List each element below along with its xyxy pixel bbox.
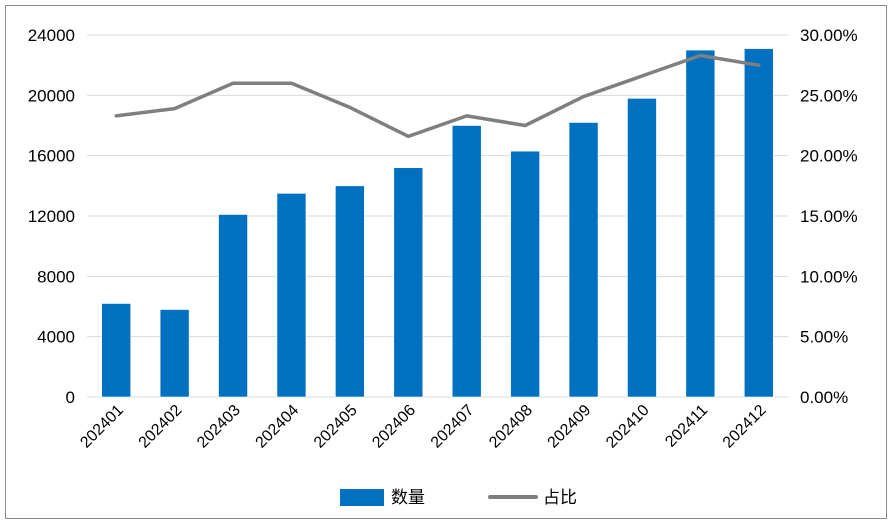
- bar: [335, 185, 365, 398]
- bar: [451, 125, 482, 398]
- bar-series: [101, 48, 774, 398]
- bar: [159, 309, 190, 398]
- x-tick-label: 202409: [545, 402, 595, 452]
- left-tick-label: 20000: [28, 86, 75, 105]
- left-tick-label: 0: [66, 388, 75, 407]
- x-tick-label: 202404: [253, 402, 303, 452]
- right-tick-label: 30.00%: [800, 26, 858, 45]
- left-tick-label: 8000: [37, 267, 75, 286]
- bar: [627, 98, 657, 398]
- x-tick-label: 202412: [720, 402, 770, 452]
- bar: [218, 214, 248, 398]
- x-tick-label: 202403: [194, 402, 244, 452]
- gridlines: [87, 34, 788, 398]
- legend-line-label: 占比: [543, 488, 577, 507]
- bar: [276, 193, 307, 398]
- right-tick-label: 10.00%: [800, 267, 858, 286]
- right-tick-label: 15.00%: [800, 207, 858, 226]
- left-tick-label: 16000: [28, 147, 75, 166]
- bar: [685, 49, 716, 398]
- legend-bar-swatch: [340, 489, 384, 506]
- bar: [568, 122, 599, 398]
- legend-bar-label: 数量: [391, 488, 425, 507]
- left-axis-ticks: 0 4000 8000 12000 16000 20000 24000: [28, 26, 75, 407]
- x-tick-label: 202401: [77, 402, 127, 452]
- x-tick-label: 202410: [603, 402, 653, 452]
- line-path: [114, 53, 761, 139]
- bar: [743, 48, 774, 398]
- right-tick-label: 5.00%: [800, 328, 848, 347]
- right-tick-label: 20.00%: [800, 147, 858, 166]
- x-tick-label: 202405: [311, 402, 361, 452]
- left-tick-label: 4000: [37, 328, 75, 347]
- bar: [510, 150, 540, 398]
- left-tick-label: 12000: [28, 207, 75, 226]
- left-tick-label: 24000: [28, 26, 75, 45]
- x-axis-ticks: 202401 202402 202403 202404 202405 202406 2024…: [77, 402, 769, 452]
- x-tick-label: 202411: [662, 402, 711, 451]
- line-series: [114, 53, 761, 139]
- x-tick-label: 202408: [486, 402, 536, 452]
- right-tick-label: 0.00%: [800, 388, 848, 407]
- x-tick-label: 202402: [136, 402, 186, 452]
- x-tick-label: 202407: [428, 402, 478, 452]
- bar: [393, 167, 424, 398]
- legend: 数量 占比: [340, 488, 577, 507]
- chart-frame: [5, 5, 887, 519]
- bar: [101, 303, 132, 398]
- x-tick-label: 202406: [369, 402, 419, 452]
- right-tick-label: 25.00%: [800, 86, 858, 105]
- right-axis-ticks: 0.00% 5.00% 10.00% 15.00% 20.00% 25.00% 30.00%: [800, 26, 858, 407]
